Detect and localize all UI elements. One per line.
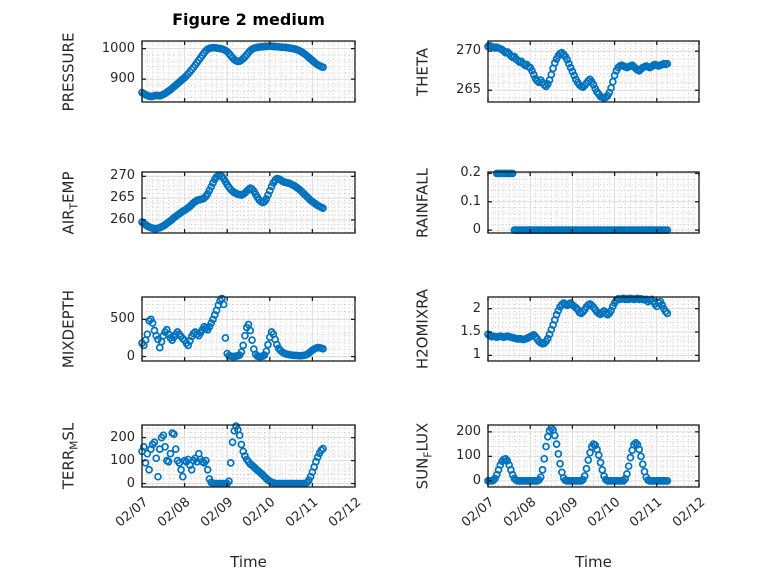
series-air_temp bbox=[138, 171, 327, 233]
y-axis-label-h2omixra: H2OMIXRA bbox=[413, 288, 432, 370]
axes-ticks bbox=[487, 425, 700, 487]
y-axis-label-terr-msl: TERRMSL bbox=[59, 422, 81, 490]
axes-ticks bbox=[487, 41, 700, 102]
plot-rainfall bbox=[487, 169, 700, 235]
series-sun_flux bbox=[484, 424, 672, 485]
axes-ticks bbox=[141, 425, 356, 487]
plot-background bbox=[142, 41, 355, 102]
plot-pressure bbox=[138, 40, 356, 103]
plot-background bbox=[488, 172, 699, 233]
series-theta bbox=[484, 41, 672, 102]
axes-box bbox=[487, 40, 700, 103]
axes-ticks bbox=[141, 172, 356, 233]
figure-title: Figure 2 medium bbox=[172, 10, 325, 29]
axes-box bbox=[141, 40, 356, 103]
axes-ticks bbox=[487, 297, 700, 361]
plot-theta bbox=[484, 40, 700, 103]
axes-box bbox=[141, 424, 356, 488]
axes-ticks bbox=[487, 172, 700, 233]
x-axis-label-time-right: Time bbox=[575, 553, 612, 571]
axes-ticks bbox=[141, 41, 356, 102]
y-axis-label-pressure: PRESSURE bbox=[59, 32, 78, 111]
plot-sun_flux bbox=[484, 424, 700, 488]
y-axis-label-rainfall: RAINFALL bbox=[413, 167, 432, 238]
y-axis-label-theta: THETA bbox=[413, 47, 432, 96]
plot-air_temp bbox=[138, 171, 356, 234]
minor-grid bbox=[488, 172, 699, 233]
x-axis-label-time-left: Time bbox=[230, 553, 267, 571]
plot-h2omixra bbox=[484, 294, 700, 362]
y-axis-label-sun-flux: SUNFLUX bbox=[413, 422, 435, 490]
axes-box bbox=[487, 296, 700, 362]
axes-box bbox=[487, 171, 700, 234]
y-axis-label-mixdepth: MIXDEPTH bbox=[59, 289, 78, 369]
axes-box bbox=[141, 171, 356, 234]
plot-terr_msl bbox=[138, 422, 356, 488]
axes-ticks bbox=[141, 297, 356, 361]
axes-box bbox=[141, 296, 356, 362]
plot-mixdepth bbox=[138, 294, 356, 362]
y-axis-label-air-temp: AIRTEMP bbox=[59, 171, 81, 234]
